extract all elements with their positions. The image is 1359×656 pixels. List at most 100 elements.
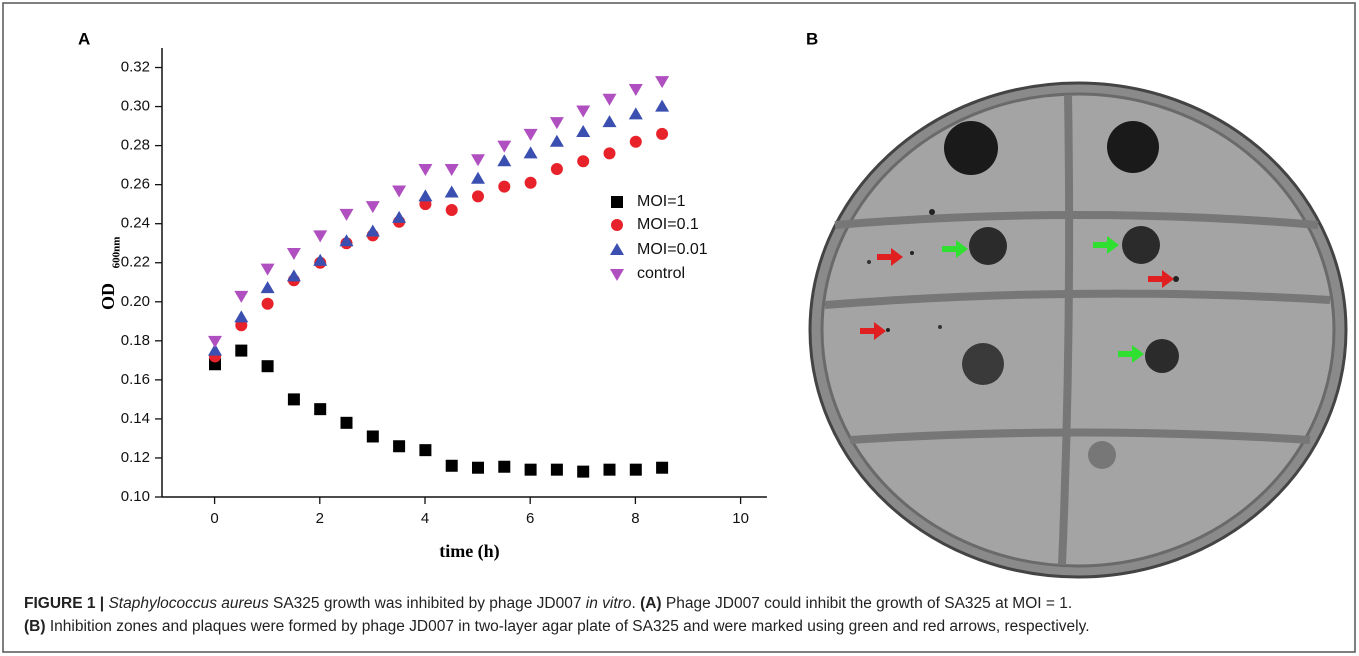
marker	[418, 189, 433, 202]
marker	[208, 343, 222, 356]
marker	[577, 465, 590, 478]
caption-segment: in vitro	[586, 595, 632, 612]
legend-label: MOI=1	[637, 193, 686, 210]
x-axis-label: time (h)	[439, 541, 499, 562]
marker	[392, 210, 407, 223]
y-tick-label: 0.32	[121, 58, 150, 75]
marker	[523, 146, 538, 159]
caption-line: (B) Inhibition zones and plaques were fo…	[24, 618, 1090, 635]
x-tick-label: 2	[316, 510, 324, 527]
marker	[339, 234, 354, 247]
marker	[392, 185, 407, 198]
x-tick-label: 0	[210, 510, 218, 527]
legend-label: MOI=0.01	[637, 241, 708, 258]
marker	[234, 290, 249, 303]
y-tick-label: 0.22	[121, 254, 150, 271]
chart: 0.10 0.12 0.14 0.16 0.18 0.20 0.22 0.24 0.26 0.28…	[98, 48, 767, 562]
caption-segment: .	[631, 595, 640, 612]
caption-line: FIGURE 1 | Staphylococcus aureus SA325 g…	[24, 595, 1072, 612]
panel-label: B	[806, 29, 818, 48]
marker	[418, 164, 433, 177]
x-tick-label: 10	[732, 510, 749, 527]
marker	[655, 76, 670, 89]
y-tick-label: 0.24	[121, 215, 150, 232]
legend-marker	[610, 243, 624, 255]
marker	[286, 247, 301, 260]
marker	[498, 180, 511, 193]
petri-dish-photo	[808, 81, 1348, 579]
marker	[628, 83, 643, 96]
marker	[445, 204, 458, 217]
marker	[445, 459, 458, 472]
caption-segment: Phage JD007 could inhibit the growth of …	[662, 595, 1073, 612]
marker	[365, 201, 380, 214]
marker	[339, 208, 354, 221]
marker	[656, 461, 669, 474]
y-tick-label: 0.10	[121, 488, 150, 505]
marker	[629, 135, 642, 148]
marker	[287, 393, 300, 406]
marker	[444, 164, 459, 177]
panel-label: A	[78, 29, 90, 48]
marker	[313, 230, 328, 243]
marker	[286, 269, 301, 282]
marker	[365, 224, 380, 237]
marker	[629, 463, 642, 476]
y-tick-label: 0.12	[121, 449, 150, 466]
marker	[497, 154, 512, 167]
marker	[655, 99, 670, 112]
marker	[549, 117, 564, 130]
marker	[313, 253, 328, 266]
legend-marker	[610, 269, 624, 281]
caption-segment: Inhibition zones and plaques were formed…	[46, 618, 1090, 635]
marker	[498, 460, 511, 473]
caption-segment: SA325 growth was inhibited by phage JD00…	[269, 595, 586, 612]
marker	[261, 360, 274, 373]
y-tick-label: 0.20	[121, 293, 150, 310]
y-axis-label-main: OD	[98, 283, 118, 310]
marker	[603, 463, 616, 476]
legend-marker	[611, 219, 623, 231]
marker	[208, 335, 222, 348]
marker	[444, 185, 459, 198]
y-axis-label: OD 600nm	[98, 237, 122, 310]
x-tick-label: 8	[631, 510, 639, 527]
marker	[576, 105, 591, 118]
legend-label: MOI=0.1	[637, 216, 699, 233]
marker	[497, 140, 512, 153]
y-tick-label: 0.18	[121, 332, 150, 349]
marker	[603, 147, 616, 160]
x-tick-label: 4	[421, 510, 429, 527]
caption-segment: (B)	[24, 618, 46, 635]
marker	[393, 440, 406, 453]
marker	[314, 403, 327, 416]
marker	[472, 461, 484, 474]
marker	[523, 128, 538, 141]
y-tick-label: 0.28	[121, 137, 150, 154]
x-tick-label: 6	[526, 510, 534, 527]
y-tick-label: 0.30	[121, 98, 150, 115]
caption-segment: Staphylococcus aureus	[108, 595, 269, 612]
marker	[577, 155, 590, 168]
y-tick-label: 0.14	[121, 410, 150, 427]
marker	[366, 430, 379, 443]
legend-marker	[611, 196, 623, 208]
marker	[340, 416, 353, 429]
marker	[550, 463, 563, 476]
y-tick-label: 0.16	[121, 371, 150, 388]
marker	[235, 344, 248, 357]
marker	[656, 127, 669, 140]
marker	[260, 263, 275, 276]
marker	[260, 281, 275, 294]
marker	[576, 124, 591, 137]
marker	[471, 154, 485, 167]
y-axis-label-subscript: 600nm	[111, 237, 123, 269]
marker	[602, 93, 617, 106]
marker	[419, 444, 432, 457]
caption-segment: (A)	[640, 595, 662, 612]
marker	[234, 310, 249, 323]
marker	[549, 134, 564, 147]
